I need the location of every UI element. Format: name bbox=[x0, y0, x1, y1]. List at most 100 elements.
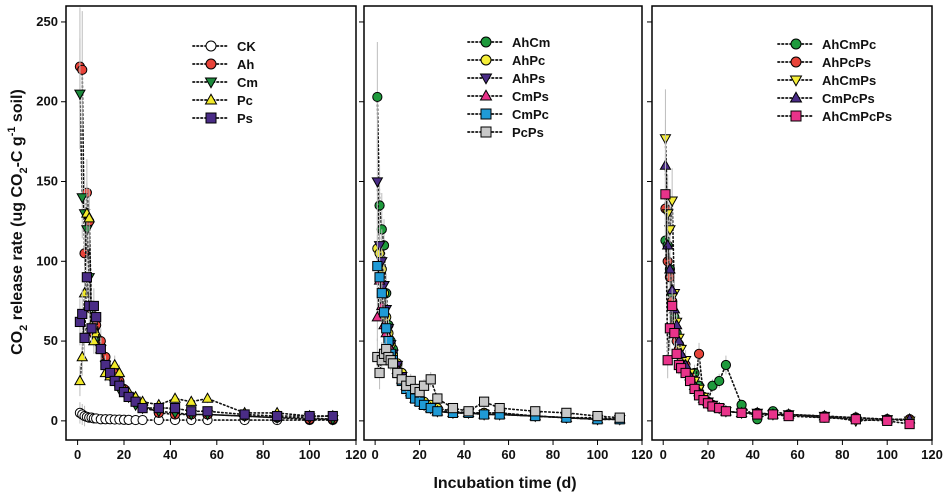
data-point bbox=[86, 323, 97, 334]
plot-area bbox=[74, 7, 339, 427]
x-axis-title: Incubation time (d) bbox=[433, 475, 576, 492]
data-point bbox=[463, 406, 474, 417]
legend-entry: CmPcPs bbox=[777, 91, 875, 106]
data-point bbox=[478, 409, 490, 420]
legend-label: AhPc bbox=[512, 53, 545, 68]
legend-marker bbox=[790, 110, 802, 122]
legend-label: AhCmPs bbox=[822, 73, 876, 88]
data-point bbox=[530, 406, 541, 417]
data-point bbox=[239, 409, 250, 420]
data-point bbox=[81, 272, 92, 283]
data-point bbox=[736, 407, 747, 418]
legend-label: AhPcPs bbox=[822, 55, 871, 70]
data-point bbox=[95, 343, 106, 355]
data-point bbox=[672, 334, 685, 346]
data-point bbox=[137, 414, 148, 426]
legend-label: CmPcPs bbox=[822, 91, 875, 106]
data-point bbox=[202, 406, 213, 417]
data-point bbox=[432, 406, 443, 417]
legend-entry: Cm bbox=[192, 75, 258, 90]
legend-entry: Ah bbox=[192, 57, 254, 72]
data-point bbox=[372, 260, 383, 272]
legend-marker bbox=[480, 126, 492, 138]
x-tick-label: 60 bbox=[790, 447, 804, 462]
data-point bbox=[374, 367, 385, 379]
legend-label: AhCm bbox=[512, 35, 550, 50]
x-tick-label: 40 bbox=[746, 447, 760, 462]
legend-entry: CmPc bbox=[467, 107, 549, 122]
data-point bbox=[752, 409, 763, 420]
x-tick-label: 100 bbox=[299, 447, 321, 462]
data-point bbox=[661, 239, 674, 250]
data-point bbox=[904, 418, 915, 430]
x-tick-label: 20 bbox=[701, 447, 715, 462]
legend-marker bbox=[480, 108, 492, 120]
x-tick-label: 120 bbox=[345, 447, 367, 462]
x-tick-label: 40 bbox=[457, 447, 471, 462]
data-point bbox=[592, 410, 603, 422]
legend-entry: AhPc bbox=[467, 53, 545, 68]
legend-label: CmPc bbox=[512, 107, 549, 122]
y-tick-label: 100 bbox=[36, 253, 58, 268]
x-tick-label: 120 bbox=[921, 447, 943, 462]
data-point bbox=[671, 348, 682, 359]
data-point bbox=[371, 177, 384, 188]
legend-marker bbox=[479, 89, 493, 101]
legend-entry: AhCmPcPs bbox=[777, 109, 892, 124]
x-tick-label: 20 bbox=[412, 447, 426, 462]
legend-marker bbox=[205, 58, 217, 70]
data-point bbox=[720, 359, 732, 371]
data-point bbox=[425, 374, 436, 385]
legend-marker bbox=[479, 73, 493, 85]
data-point bbox=[660, 189, 671, 200]
data-point bbox=[186, 406, 197, 417]
data-point bbox=[88, 300, 99, 312]
legend-entry: Pc bbox=[192, 93, 253, 108]
legend-label: Cm bbox=[237, 75, 258, 90]
legend-entry: AhCm bbox=[467, 35, 550, 50]
legend-entry: CmPs bbox=[467, 89, 549, 104]
data-point bbox=[662, 355, 673, 366]
legend-label: Ah bbox=[237, 57, 254, 72]
y-tick-label: 50 bbox=[44, 333, 58, 348]
data-point bbox=[272, 410, 283, 422]
data-point bbox=[447, 402, 459, 414]
data-point bbox=[374, 272, 385, 283]
data-point bbox=[77, 64, 88, 75]
panel-1: 0 20 40 60 80 100 120 0 50 100 150 200 250 CK Ah Cm Pc Ps bbox=[36, 5, 367, 462]
data-point bbox=[669, 327, 680, 339]
y-tick-label: 250 bbox=[36, 14, 58, 29]
x-tick-label: 0 bbox=[372, 447, 379, 462]
legend-entry: Ps bbox=[192, 111, 253, 126]
legend-marker bbox=[205, 112, 217, 124]
legend-marker bbox=[790, 38, 802, 50]
data-point bbox=[77, 308, 88, 320]
legend-entry: CK bbox=[192, 39, 256, 54]
data-point bbox=[819, 412, 830, 423]
data-point bbox=[378, 307, 390, 318]
data-point bbox=[667, 300, 678, 312]
data-point bbox=[850, 414, 861, 425]
series-Ps bbox=[74, 255, 338, 422]
x-tick-label: 60 bbox=[501, 447, 515, 462]
data-point bbox=[327, 410, 338, 422]
x-tick-label: 100 bbox=[876, 447, 898, 462]
legend: AhCmPc AhPcPs AhCmPs CmPcPs AhCmPcPs bbox=[777, 37, 892, 124]
data-point bbox=[304, 410, 315, 422]
data-point bbox=[387, 358, 399, 369]
y-tick-label: 200 bbox=[36, 94, 58, 109]
x-tick-label: 40 bbox=[163, 447, 177, 462]
data-point bbox=[83, 211, 96, 223]
data-point bbox=[714, 375, 725, 387]
data-point bbox=[614, 412, 625, 423]
data-point bbox=[783, 410, 794, 422]
data-point bbox=[882, 415, 893, 426]
legend-label: Ps bbox=[237, 111, 253, 126]
data-point bbox=[169, 392, 181, 403]
y-tick-label: 0 bbox=[51, 413, 58, 428]
x-tick-label: 100 bbox=[587, 447, 609, 462]
data-point bbox=[478, 396, 490, 407]
data-point bbox=[130, 396, 141, 407]
